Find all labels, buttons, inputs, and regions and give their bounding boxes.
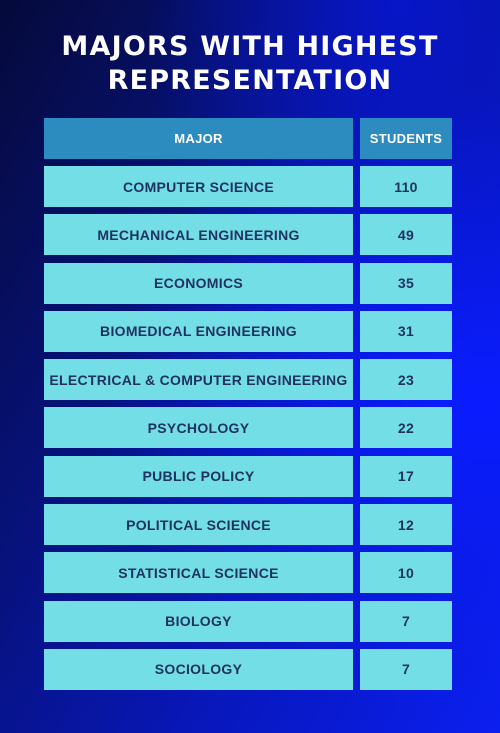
students-cell: 31 bbox=[360, 310, 452, 352]
major-cell: POLITICAL SCIENCE bbox=[44, 504, 353, 546]
table-row: SOCIOLOGY 7 bbox=[44, 648, 452, 690]
table-row: PUBLIC POLICY 17 bbox=[44, 455, 452, 497]
major-cell: STATISTICAL SCIENCE bbox=[44, 552, 353, 594]
major-cell: PSYCHOLOGY bbox=[44, 407, 353, 449]
students-cell: 22 bbox=[360, 407, 452, 449]
students-cell: 23 bbox=[360, 359, 452, 401]
students-cell: 7 bbox=[360, 600, 452, 642]
chart-title: MAJORS WITH HIGHEST REPRESENTATION bbox=[61, 31, 439, 96]
students-cell: 7 bbox=[360, 648, 452, 690]
table-row: COMPUTER SCIENCE 110 bbox=[44, 166, 452, 207]
table-body: COMPUTER SCIENCE 110 MECHANICAL ENGINEERIN… bbox=[44, 166, 452, 690]
major-cell: BIOLOGY bbox=[44, 600, 353, 642]
majors-table: MAJOR STUDENTS COMPUTER SCIENCE 110 MECHAN… bbox=[44, 118, 452, 697]
major-cell: SOCIOLOGY bbox=[44, 648, 353, 690]
major-cell: COMPUTER SCIENCE bbox=[44, 166, 353, 207]
major-cell: BIOMEDICAL ENGINEERING bbox=[44, 310, 353, 352]
table-row: POLITICAL SCIENCE 12 bbox=[44, 504, 452, 546]
students-cell: 110 bbox=[360, 166, 452, 207]
table-row: ECONOMICS 35 bbox=[44, 262, 452, 304]
students-cell: 35 bbox=[360, 262, 452, 304]
table-header-row: MAJOR STUDENTS bbox=[44, 118, 452, 159]
students-cell: 12 bbox=[360, 504, 452, 546]
header-major: MAJOR bbox=[44, 118, 353, 159]
table-row: BIOMEDICAL ENGINEERING 31 bbox=[44, 310, 452, 352]
table-row: MECHANICAL ENGINEERING 49 bbox=[44, 214, 452, 256]
students-cell: 49 bbox=[360, 214, 452, 256]
table-row: STATISTICAL SCIENCE 10 bbox=[44, 552, 452, 594]
table-row: ELECTRICAL & COMPUTER ENGINEERING 23 bbox=[44, 359, 452, 401]
students-cell: 17 bbox=[360, 455, 452, 497]
header-students: STUDENTS bbox=[360, 118, 452, 159]
major-cell: PUBLIC POLICY bbox=[44, 455, 353, 497]
table-row: BIOLOGY 7 bbox=[44, 600, 452, 642]
table-row: PSYCHOLOGY 22 bbox=[44, 407, 452, 449]
students-cell: 10 bbox=[360, 552, 452, 594]
major-cell: MECHANICAL ENGINEERING bbox=[44, 214, 353, 256]
major-cell: ECONOMICS bbox=[44, 262, 353, 304]
major-cell: ELECTRICAL & COMPUTER ENGINEERING bbox=[44, 359, 353, 401]
